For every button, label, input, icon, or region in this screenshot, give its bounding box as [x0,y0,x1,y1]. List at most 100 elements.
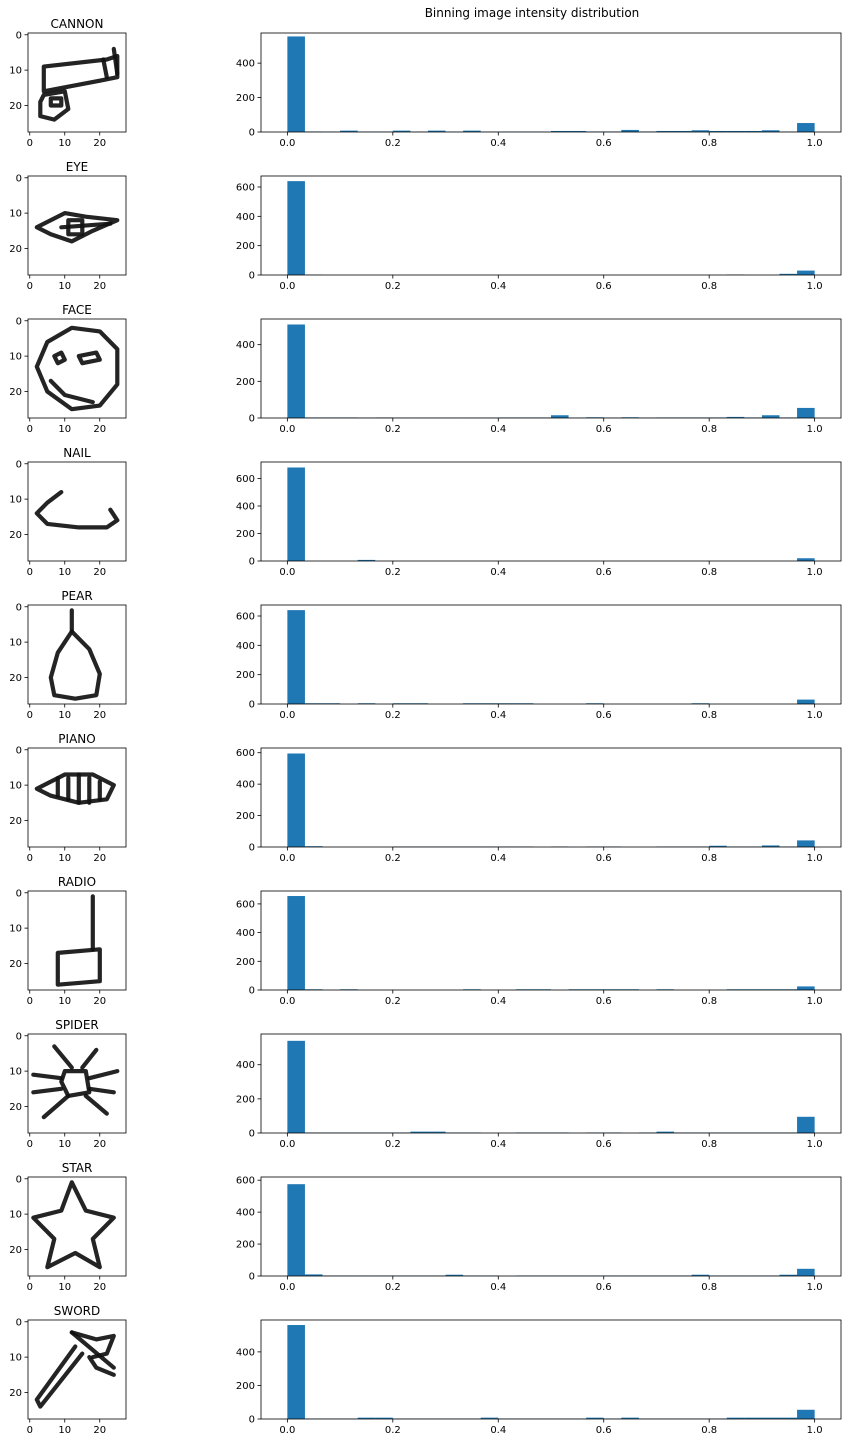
x-tick-label: 0.4 [490,138,506,149]
sketch-stroke [52,350,67,366]
histogram-frame [260,1176,842,1277]
y-tick-label: 10 [9,495,22,506]
histogram-bar [445,1274,464,1276]
y-tick-label: 0 [249,271,255,282]
sketch-stroke [31,1180,116,1270]
x-tick-label: 0.4 [490,996,506,1007]
x-tick-label: 0.4 [490,710,506,721]
image-panel-face: FACE 0 10 20 0 10 20 [9,303,127,435]
y-tick-label: 20 [9,387,22,398]
x-tick-label: 0.4 [490,281,506,292]
histogram-panel-nail: 0.0 0.2 0.4 0.6 0.8 1.0 0 200 400 600 [236,461,842,578]
y-tick-label: 400 [236,780,255,791]
x-tick-label: 0.6 [596,424,612,435]
y-tick-label: 200 [236,1381,255,1392]
y-tick-label: 0 [16,602,22,613]
x-tick-label: 20 [93,138,106,149]
image-title: PIANO [58,732,95,746]
sketch-stroke [59,221,113,230]
x-tick-label: 1.0 [807,138,823,149]
histogram-bar [744,1417,762,1419]
y-tick-label: 20 [9,1102,22,1113]
x-tick-label: 0.6 [596,1282,612,1293]
histogram-bar [586,1417,604,1419]
x-tick-label: 1.0 [807,710,823,721]
x-tick-label: 0 [27,281,33,292]
image-background [28,891,126,990]
image-title: FACE [62,303,92,317]
sketch-stroke [55,947,102,987]
image-panel-nail: NAIL 0 10 20 0 10 20 [9,446,127,578]
x-tick-label: 0 [27,853,33,864]
histogram-frame [260,461,842,562]
y-tick-label: 200 [236,1240,255,1251]
x-tick-label: 0.8 [701,424,717,435]
image-frame [27,1176,127,1277]
image-panel-radio: RADIO 0 10 20 0 10 20 [9,875,127,1007]
x-tick-label: 0.2 [385,1425,401,1436]
sketch-stroke [41,1093,71,1120]
histogram-panel-cannon: 0.0 0.2 0.4 0.6 0.8 1.0 0 200 400 [236,32,842,149]
sketch-stroke [48,96,64,108]
image-title: PEAR [61,589,92,603]
y-tick-label: 0 [16,459,22,470]
histogram-bar [287,324,305,418]
x-tick-label: 0.4 [490,424,506,435]
histogram-bar [480,1417,499,1419]
image-panel-sword: SWORD 0 10 20 0 10 20 [9,1304,127,1436]
y-tick-label: 0 [16,1317,22,1328]
x-tick-label: 0.0 [279,853,295,864]
x-tick-label: 20 [93,1139,106,1150]
histogram-bar [463,130,481,132]
x-tick-label: 20 [93,567,106,578]
histogram-bar [726,1417,745,1419]
histogram-bar [287,1184,305,1276]
y-tick-label: 0 [249,1129,255,1140]
x-tick-label: 0.0 [279,1282,295,1293]
image-panel-star: STAR 0 10 20 0 10 20 [9,1161,127,1293]
histogram-bar [761,415,780,418]
histogram-panel-piano: 0.0 0.2 0.4 0.6 0.8 1.0 0 200 400 600 [236,747,842,864]
histogram-bar [797,1268,815,1276]
histogram-bar [621,1417,639,1419]
x-tick-label: 0.8 [701,1282,717,1293]
histogram-bar [427,1131,446,1133]
y-tick-label: 0 [249,986,255,997]
histogram-bar [340,130,358,132]
y-tick-label: 600 [236,899,255,910]
sketch-strokes [31,1180,116,1270]
histogram-panel-face: 0.0 0.2 0.4 0.6 0.8 1.0 0 200 400 [236,318,842,435]
x-tick-label: 10 [58,1282,71,1293]
x-tick-label: 10 [58,424,71,435]
histogram-bar [674,130,692,132]
histogram-bar [761,845,780,847]
y-tick-label: 20 [9,244,22,255]
sketch-stroke [76,350,102,366]
sketch-stroke [34,1344,85,1409]
y-tick-label: 0 [249,128,255,139]
y-tick-label: 600 [236,474,255,485]
y-tick-label: 0 [16,888,22,899]
y-tick-label: 200 [236,93,255,104]
histogram-bar [779,1417,798,1419]
x-tick-label: 0.2 [385,996,401,1007]
x-tick-label: 20 [93,424,106,435]
sketch-strokes [48,608,102,701]
y-tick-label: 0 [249,414,255,425]
histogram-bar [551,130,569,132]
sketch-stroke [38,89,71,122]
sketch-strokes [38,46,120,122]
y-tick-label: 200 [236,241,255,252]
image-background [28,319,126,418]
y-tick-label: 0 [249,700,255,711]
x-tick-label: 0.6 [596,710,612,721]
figure-title: Binning image intensity distribution [425,6,640,20]
sketch-stroke [69,1330,116,1370]
y-tick-label: 0 [16,316,22,327]
histogram-panel-eye: 0.0 0.2 0.4 0.6 0.8 1.0 0 200 400 600 [236,175,842,292]
x-tick-label: 0.0 [279,567,295,578]
histogram-bar [691,1274,710,1276]
y-tick-label: 0 [16,1174,22,1185]
x-tick-label: 1.0 [807,1282,823,1293]
x-tick-label: 1.0 [807,567,823,578]
